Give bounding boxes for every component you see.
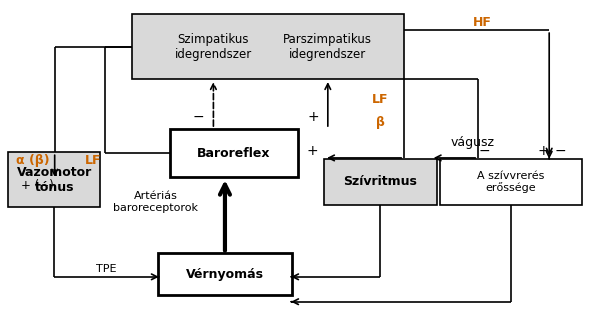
Text: Vazomotor
tónus: Vazomotor tónus xyxy=(17,165,92,193)
Text: LF: LF xyxy=(85,154,101,167)
Text: Vérnyomás: Vérnyomás xyxy=(186,268,264,281)
Text: Artériás
baroreceptorok: Artériás baroreceptorok xyxy=(113,191,198,213)
Text: +: + xyxy=(307,110,319,124)
Text: +: + xyxy=(537,144,549,158)
Text: α (β): α (β) xyxy=(16,154,49,167)
Text: vágusz: vágusz xyxy=(450,137,494,149)
FancyBboxPatch shape xyxy=(131,14,404,79)
FancyBboxPatch shape xyxy=(158,253,292,295)
FancyBboxPatch shape xyxy=(170,129,298,177)
Text: Szívritmus: Szívritmus xyxy=(343,176,417,188)
FancyBboxPatch shape xyxy=(440,159,582,205)
Text: Baroreflex: Baroreflex xyxy=(197,147,271,160)
Text: TPE: TPE xyxy=(96,264,117,274)
Text: Parszimpatikus
idegrendszer: Parszimpatikus idegrendszer xyxy=(283,33,372,61)
FancyBboxPatch shape xyxy=(8,152,101,207)
Text: HF: HF xyxy=(473,16,492,29)
Text: Szimpatikus
idegrendszer: Szimpatikus idegrendszer xyxy=(175,33,252,61)
Text: −: − xyxy=(478,144,490,158)
Text: A szívvrerés
erőssége: A szívvrerés erőssége xyxy=(477,171,544,193)
Text: −: − xyxy=(554,144,566,158)
FancyBboxPatch shape xyxy=(324,159,437,205)
Text: −: − xyxy=(193,110,205,124)
Text: LF: LF xyxy=(372,93,389,106)
Text: +: + xyxy=(306,144,318,158)
Text: β: β xyxy=(376,116,385,129)
Text: + (−): + (−) xyxy=(21,179,54,192)
